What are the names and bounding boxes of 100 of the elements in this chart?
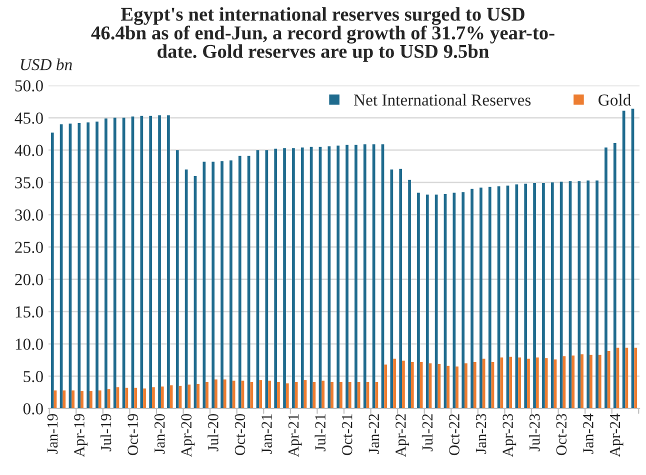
y-tick-label: 10.0 <box>16 338 43 350</box>
y-tick-label: 35.0 <box>15 177 43 188</box>
bar <box>202 162 206 408</box>
bar <box>622 110 626 408</box>
bar <box>480 188 482 408</box>
bar <box>250 382 254 408</box>
bar <box>402 360 405 408</box>
y-tick-label: 0.0 <box>23 403 43 415</box>
bar <box>390 169 394 408</box>
bar <box>598 354 602 408</box>
bar <box>446 366 450 408</box>
x-tick-label: Jan-21 <box>262 414 272 454</box>
bar <box>158 115 161 408</box>
x-tick-label: Oct-21 <box>342 414 352 456</box>
x-tick-label: Jul-21 <box>314 414 326 452</box>
bar <box>336 146 340 408</box>
bar <box>596 180 598 408</box>
bar <box>580 354 584 408</box>
bar <box>259 380 262 408</box>
bar <box>375 382 378 408</box>
bar <box>312 382 316 408</box>
bar <box>464 363 468 408</box>
bar <box>604 148 608 408</box>
bar <box>542 183 545 408</box>
bar <box>533 183 536 408</box>
bar <box>206 382 208 408</box>
bar <box>363 144 366 408</box>
x-tick-label: Jul-19 <box>100 414 112 452</box>
y-tick-label: 5.0 <box>24 370 43 382</box>
chart-title: Egypt's net international reserves surged to USD 46.4bn as of end-Jun, a record growth of 31.7% year-to- date. Gold reserves are up to USD 9.5bn <box>91 7 554 62</box>
bar <box>238 156 242 408</box>
bar <box>354 144 358 408</box>
x-tick-label: Oct-22 <box>449 414 460 456</box>
bar <box>408 180 411 408</box>
bar <box>536 357 539 408</box>
bar <box>274 148 278 408</box>
bar <box>590 354 592 408</box>
x-tick-label: Jan-23 <box>476 414 486 454</box>
bar <box>113 118 116 408</box>
bar <box>456 366 458 408</box>
legend-label: Gold <box>598 94 632 106</box>
bar <box>634 348 638 408</box>
bar <box>544 358 548 408</box>
bar <box>283 148 286 408</box>
bar <box>160 386 164 408</box>
bar <box>399 168 402 408</box>
bar <box>104 118 108 408</box>
bar <box>488 186 492 408</box>
bar <box>346 144 348 408</box>
bar <box>152 387 155 408</box>
bar <box>80 391 84 408</box>
bar <box>410 362 414 408</box>
x-tick-label: Apr-23 <box>502 414 516 458</box>
y-tick-label: 40.0 <box>14 144 43 156</box>
x-tick-label: Jul-23 <box>529 414 540 452</box>
bar <box>86 122 90 408</box>
x-tick-label: Jul-20 <box>208 414 218 452</box>
bar <box>143 388 146 408</box>
bar <box>524 184 528 408</box>
bar <box>300 148 304 408</box>
bar <box>518 357 521 408</box>
bar <box>607 351 610 408</box>
x-tick-label: Apr-20 <box>181 414 195 458</box>
bar <box>78 122 81 408</box>
bar <box>527 358 530 408</box>
bar <box>50 132 54 408</box>
bar <box>470 188 474 408</box>
bar <box>72 390 75 408</box>
bar <box>149 116 152 408</box>
bar <box>328 146 331 408</box>
x-tick-label: Oct-23 <box>556 414 567 456</box>
bar <box>322 380 325 408</box>
bar <box>140 116 144 408</box>
bar <box>509 356 512 408</box>
bar <box>462 192 465 408</box>
x-tick-label: Oct-19 <box>128 414 138 456</box>
bar <box>96 122 98 408</box>
y-tick-label: 50.0 <box>15 80 43 92</box>
bar <box>292 148 295 408</box>
bar <box>330 382 334 408</box>
bar <box>417 192 420 408</box>
x-tick-label: Jul-22 <box>422 414 433 452</box>
y-axis-title: USD bn <box>20 58 72 70</box>
x-tick-label: Apr-21 <box>288 414 302 458</box>
y-tick-label: 15.0 <box>16 306 43 318</box>
bar <box>188 384 191 408</box>
bar <box>613 142 616 408</box>
bar <box>586 180 590 408</box>
bar <box>452 192 456 408</box>
bar <box>230 160 232 408</box>
bar <box>220 161 224 408</box>
bar <box>560 182 563 408</box>
bar <box>268 380 271 408</box>
bar <box>167 115 170 408</box>
y-tick-label: 30.0 <box>15 209 43 221</box>
bar <box>265 150 268 408</box>
x-tick-label: Jan-22 <box>368 414 380 454</box>
bar <box>438 364 441 408</box>
bar <box>62 390 66 408</box>
bar <box>572 356 575 408</box>
